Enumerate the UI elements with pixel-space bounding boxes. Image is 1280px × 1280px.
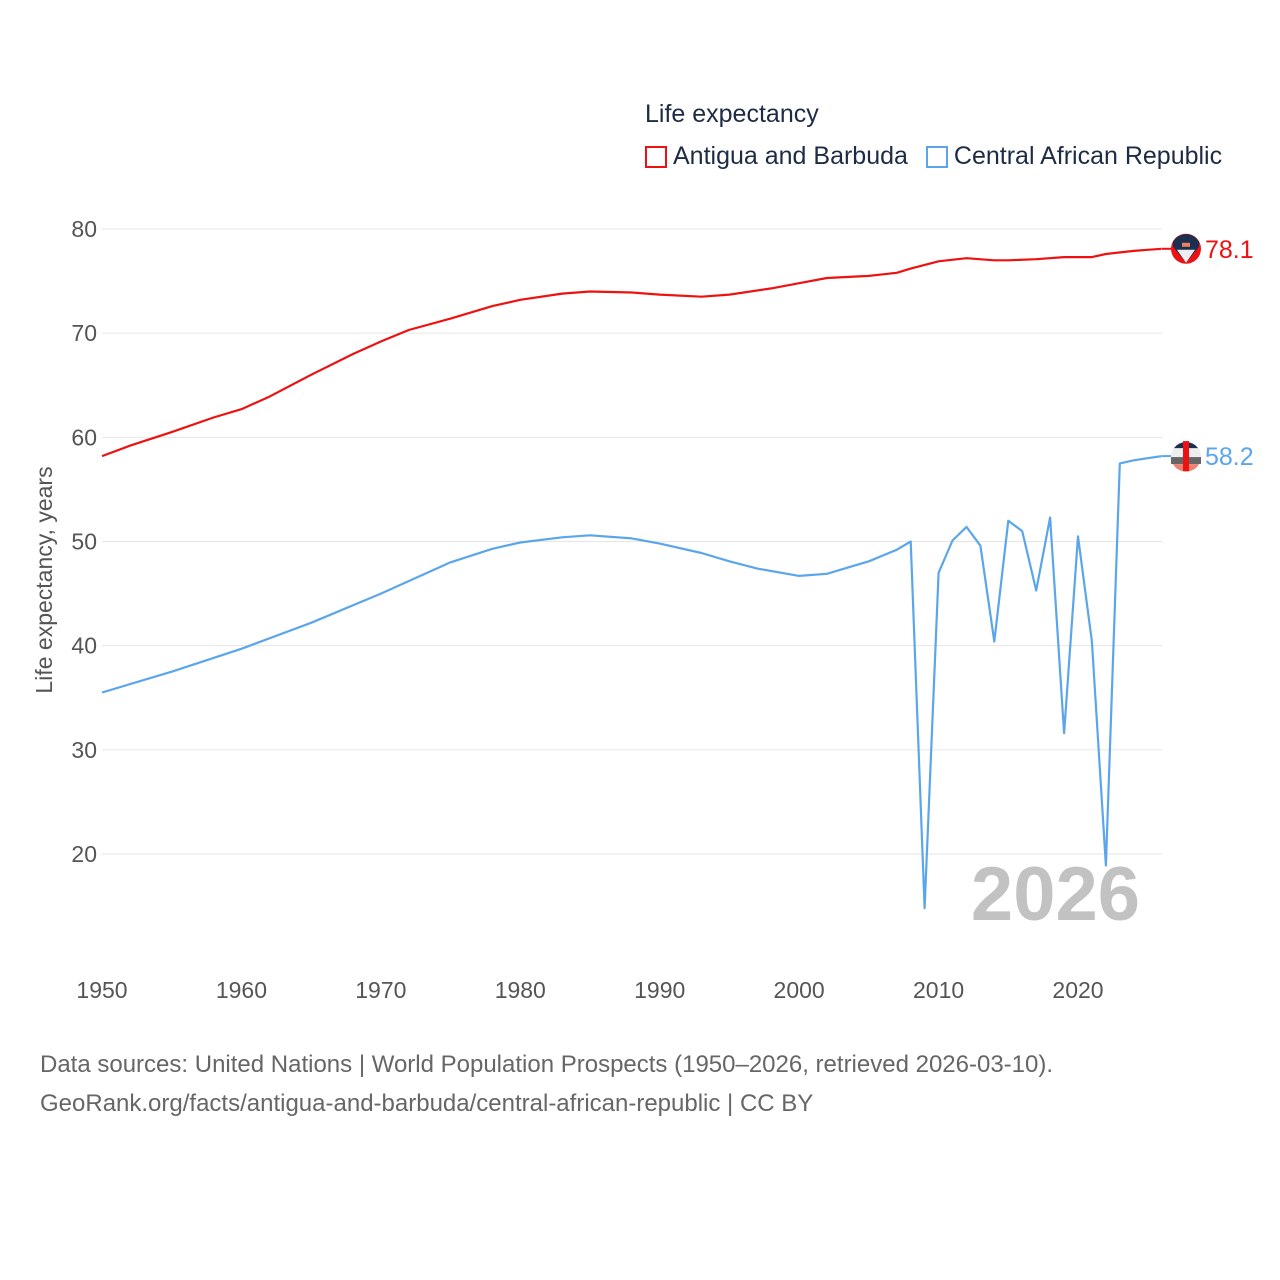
y-tick-label: 60 xyxy=(71,424,97,450)
legend-title: Life expectancy xyxy=(645,100,819,128)
flag-car-icon xyxy=(1183,441,1189,472)
x-tick-label: 2020 xyxy=(1052,977,1103,1003)
data-source-text: Data sources: United Nations | World Pop… xyxy=(40,1051,1054,1078)
y-axis-label: Life expectancy, years xyxy=(31,466,57,693)
legend-swatch-antigua xyxy=(645,145,667,168)
y-tick-label: 20 xyxy=(71,841,97,867)
legend: Antigua and Barbuda Central African Repu… xyxy=(645,142,1222,171)
x-tick-label: 1980 xyxy=(495,977,546,1003)
x-tick-label: 1990 xyxy=(634,977,685,1003)
x-tick-label: 1950 xyxy=(76,977,127,1003)
footer: Data sources: United Nations | World Pop… xyxy=(40,1045,1053,1123)
flag-antigua-icon xyxy=(1173,234,1199,263)
flag-antigua-icon xyxy=(1182,242,1190,247)
legend-item-antigua[interactable]: Antigua and Barbuda xyxy=(645,142,908,171)
legend-swatch-car xyxy=(925,145,948,168)
end-value-label: 58.2 xyxy=(1205,443,1254,471)
year-watermark: 2026 xyxy=(971,852,1140,937)
x-tick-label: 2000 xyxy=(774,977,825,1003)
source-link[interactable]: GeoRank.org/facts/antigua-and-barbuda/ce… xyxy=(40,1090,814,1117)
legend-label: Antigua and Barbuda xyxy=(673,142,908,170)
y-tick-label: 80 xyxy=(71,216,97,242)
y-tick-label: 30 xyxy=(71,737,97,763)
y-tick-label: 50 xyxy=(71,529,97,555)
x-tick-label: 1970 xyxy=(355,977,406,1003)
y-tick-label: 40 xyxy=(71,633,97,659)
end-value-label: 78.1 xyxy=(1205,236,1254,264)
series-line-0 xyxy=(101,247,1162,458)
y-tick-label: 70 xyxy=(71,320,97,346)
flag-antigua-icon xyxy=(1177,249,1195,263)
series-line-1 xyxy=(101,455,1162,910)
x-tick-label: 2010 xyxy=(913,977,964,1003)
legend-item-car[interactable]: Central African Republic xyxy=(925,142,1223,171)
legend-label: Central African Republic xyxy=(953,142,1223,170)
x-tick-label: 1960 xyxy=(216,977,267,1003)
